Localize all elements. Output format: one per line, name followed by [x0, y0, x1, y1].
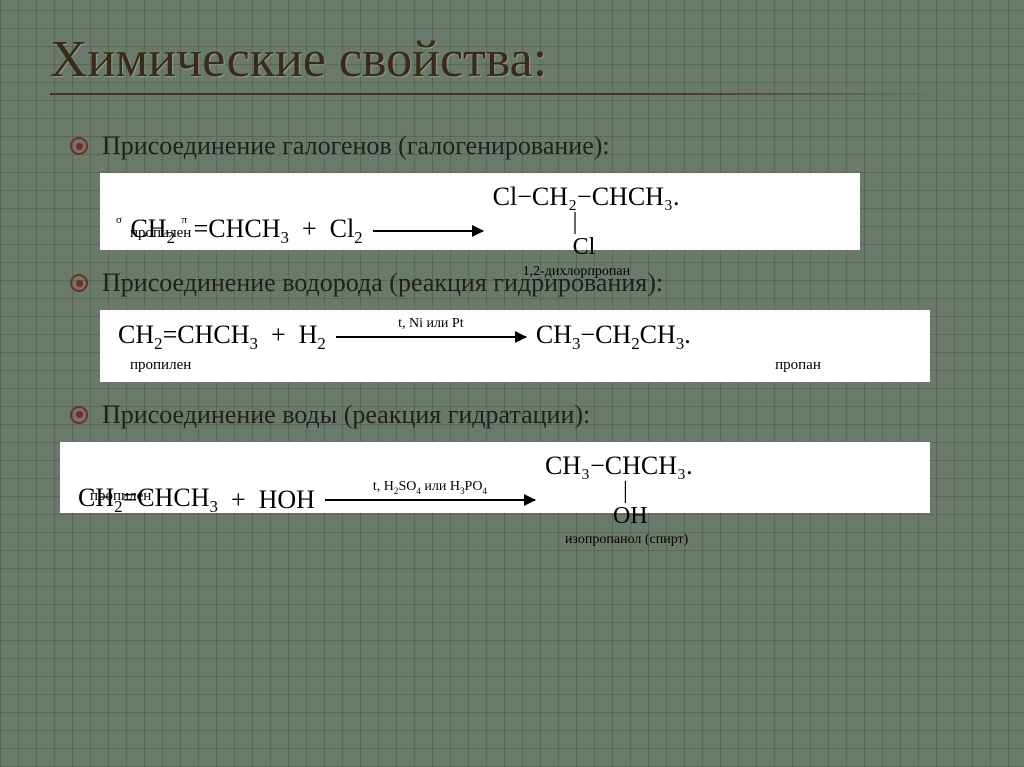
bullet-row-1: Присоединение галогенов (галогенирование… [0, 125, 1024, 169]
slide-title: Химические свойства: [0, 0, 1024, 93]
title-underline [50, 93, 950, 95]
bullet-icon [70, 406, 88, 424]
bullet-icon [70, 274, 88, 292]
reaction-3-product: CH₃−CHCH₃. | OH изопропанол (спирт) [545, 452, 693, 548]
product-label-2: пропан [742, 355, 912, 374]
reaction-box-2: CH2=CHCH3 + H2 t, Ni или Pt CH3−CH2CH3. … [100, 310, 930, 381]
arrow-icon: t, H2SO4 или H3PO4 [325, 499, 535, 501]
bullet-text-3: Присоединение воды (реакция гидратации): [102, 400, 590, 430]
arrow-label-2: t, Ni или Pt [336, 316, 526, 332]
reactant-label-2: пропилен [118, 355, 268, 374]
product-label: изопропанол (спирт) [545, 529, 688, 548]
reaction-1-product: Cl−CH₂−CHCH₃. | Cl 1,2-дихлорпропан [493, 183, 680, 279]
pi-label: π [182, 214, 188, 226]
reaction-2-equation: CH2=CHCH3 + H2 t, Ni или Pt CH3−CH2CH3. [118, 320, 912, 354]
reaction-2-product: CH3−CH2CH3. [536, 320, 691, 354]
reaction-box-3: CH2=CHCH3 + HOH t, H2SO4 или H3PO4 CH₃−C… [60, 442, 930, 513]
bullet-row-2: Присоединение водорода (реакция гидриров… [0, 262, 1024, 306]
product-top: Cl−CH₂−CHCH₃. [493, 183, 680, 210]
arrow-label-3: t, H2SO4 или H3PO4 [325, 479, 535, 496]
arrow-icon: t, Ni или Pt [336, 336, 526, 338]
reaction-box-1: σ CH2 π =CHCH3 + Cl2 Cl−CH₂−CHCH₃. | Cl … [100, 173, 860, 250]
product-bot: Cl [493, 235, 596, 260]
bullet-row-3: Присоединение воды (реакция гидратации): [0, 394, 1024, 438]
product-bond: | [493, 210, 578, 235]
bullet-text-2: Присоединение водорода (реакция гидриров… [102, 268, 663, 298]
arrow-icon [373, 230, 483, 232]
product-bond: | [545, 479, 628, 504]
product-top: CH₃−CHCH₃. [545, 452, 693, 479]
bullet-icon [70, 137, 88, 155]
sigma-label: σ [116, 214, 122, 226]
product-bot: OH [545, 504, 648, 529]
bullet-text-1: Присоединение галогенов (галогенирование… [102, 131, 610, 161]
